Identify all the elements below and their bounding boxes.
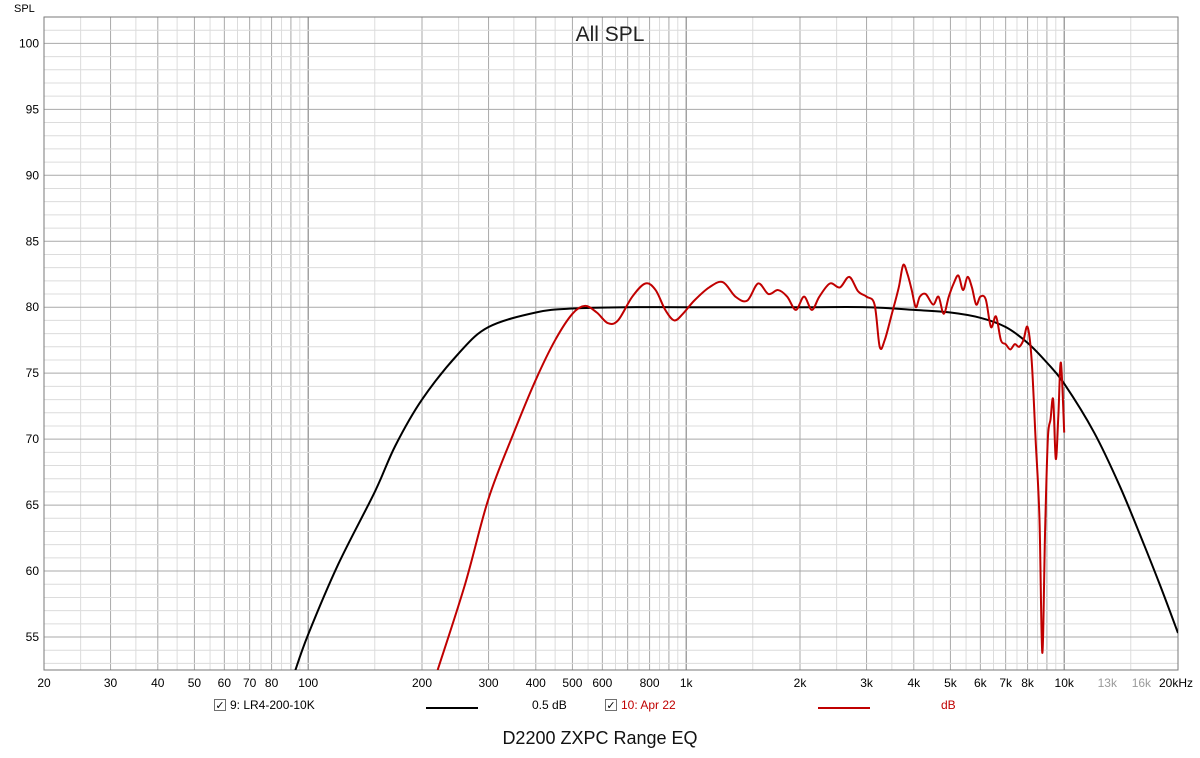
x-tick-label: 600 bbox=[592, 676, 612, 690]
legend-swatch-lr4 bbox=[426, 707, 478, 709]
x-tick-label: 100 bbox=[298, 676, 318, 690]
legend-swatch-apr22 bbox=[818, 707, 870, 709]
x-tick-label: 800 bbox=[640, 676, 660, 690]
x-tick-label: 10k bbox=[1055, 676, 1075, 690]
grid bbox=[43, 16, 1179, 671]
x-tick-label: 6k bbox=[974, 676, 988, 690]
x-tick-label: 13k bbox=[1098, 676, 1118, 690]
y-tick-label: 80 bbox=[26, 300, 40, 314]
legend-label-apr22: 10: Apr 22 bbox=[621, 698, 676, 712]
x-tick-label: 60 bbox=[218, 676, 232, 690]
x-tick-label: 4k bbox=[907, 676, 921, 690]
y-tick-label: 75 bbox=[26, 366, 40, 380]
x-tick-label: 7k bbox=[999, 676, 1013, 690]
legend-value-text-apr22: dB bbox=[941, 698, 956, 712]
legend-label-lr4: 9: LR4-200-10K bbox=[230, 698, 315, 712]
chart-title: All SPL bbox=[576, 23, 645, 46]
x-tick-label: 30 bbox=[104, 676, 118, 690]
x-tick-label: 8k bbox=[1021, 676, 1035, 690]
legend-value-lr4: 0.5 dB bbox=[532, 698, 567, 712]
legend-item-apr22[interactable]: ✓ 10: Apr 22 bbox=[605, 698, 676, 712]
legend-checkbox-lr4[interactable]: ✓ bbox=[214, 699, 226, 712]
plot-frame bbox=[43, 16, 1179, 671]
y-tick-label: 55 bbox=[26, 630, 40, 644]
y-tick-label: 70 bbox=[26, 432, 40, 446]
x-tick-label: 200 bbox=[412, 676, 432, 690]
legend-checkbox-apr22[interactable]: ✓ bbox=[605, 699, 617, 712]
x-tick-label: 1k bbox=[680, 676, 694, 690]
legend: ✓ 9: LR4-200-10K 0.5 dB ✓ 10: Apr 22 dB bbox=[0, 698, 1200, 718]
y-axis-label: SPL bbox=[14, 3, 35, 15]
legend-value-apr22: dB bbox=[941, 698, 956, 712]
x-tick-label: 3k bbox=[860, 676, 874, 690]
x-tick-label: 300 bbox=[479, 676, 499, 690]
y-tick-label: 85 bbox=[26, 234, 40, 248]
x-tick-label: 16k bbox=[1132, 676, 1152, 690]
tick-labels: 55 60 65 70 75 80 85 90 95 100 20 30 40 50 60 70 80 100 20… bbox=[19, 36, 1193, 690]
series-lines bbox=[294, 263, 1178, 670]
x-tick-label: 20 bbox=[37, 676, 51, 690]
x-tick-label: 20kHz bbox=[1159, 676, 1193, 690]
series-line-apr22 bbox=[436, 263, 1066, 670]
plot-area bbox=[44, 17, 1178, 670]
y-tick-label: 65 bbox=[26, 498, 40, 512]
x-tick-label: 400 bbox=[526, 676, 546, 690]
y-tick-label: 100 bbox=[19, 36, 39, 50]
x-tick-label: 50 bbox=[188, 676, 202, 690]
x-tick-label: 80 bbox=[265, 676, 279, 690]
legend-value-text-lr4: 0.5 dB bbox=[532, 698, 567, 712]
legend-item-lr4[interactable]: ✓ 9: LR4-200-10K bbox=[214, 698, 315, 712]
x-tick-label: 5k bbox=[944, 676, 958, 690]
y-tick-label: 90 bbox=[26, 168, 40, 182]
footer-caption: D2200 ZXPC Range EQ bbox=[502, 728, 698, 748]
x-tick-label: 2k bbox=[794, 676, 808, 690]
x-tick-label: 500 bbox=[562, 676, 582, 690]
x-tick-label: 70 bbox=[243, 676, 257, 690]
y-tick-label: 95 bbox=[26, 102, 40, 116]
y-tick-label: 60 bbox=[26, 564, 40, 578]
x-tick-label: 40 bbox=[151, 676, 165, 690]
